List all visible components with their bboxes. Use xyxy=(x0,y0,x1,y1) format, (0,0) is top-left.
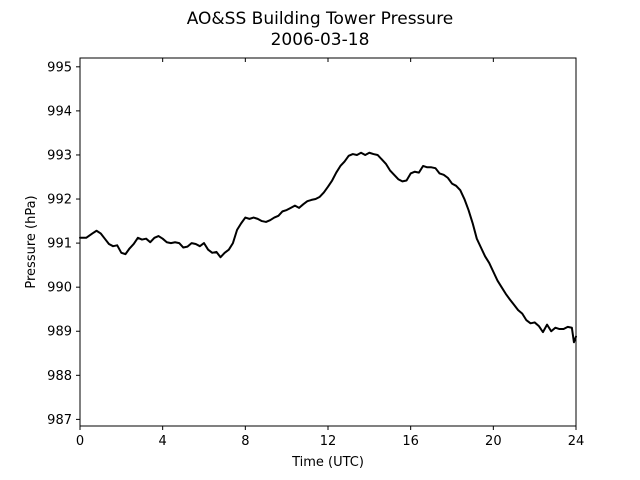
x-tick-label: 4 xyxy=(159,434,167,449)
y-tick-label: 992 xyxy=(47,193,72,208)
data-layer xyxy=(79,151,577,344)
pressure-series-line xyxy=(79,151,577,344)
x-tick-label: 0 xyxy=(76,434,84,449)
x-axis-label: Time (UTC) xyxy=(291,455,364,470)
y-tick-label: 987 xyxy=(47,413,72,428)
x-axis-ticks: 0 4 8 12 16 20 24 xyxy=(76,58,584,449)
x-tick-label: 24 xyxy=(568,434,585,449)
x-tick-label: 16 xyxy=(402,434,419,449)
y-tick-label: 994 xyxy=(47,104,72,119)
y-tick-label: 988 xyxy=(47,369,72,384)
x-tick-label: 20 xyxy=(485,434,502,449)
y-axis-label: Pressure (hPa) xyxy=(24,195,39,288)
x-tick-label: 8 xyxy=(241,434,249,449)
y-tick-label: 989 xyxy=(47,325,72,340)
plot-frame xyxy=(79,57,577,427)
x-tick-label: 12 xyxy=(320,434,337,449)
y-tick-label: 991 xyxy=(47,237,72,252)
chart-subtitle: 2006-03-18 xyxy=(271,30,370,50)
plot-area: 0 4 8 12 16 20 24 987 988 989 990 991 992 993 994 995 xyxy=(47,57,584,449)
y-tick-label: 990 xyxy=(47,281,72,296)
y-axis-ticks: 987 988 989 990 991 992 993 994 995 xyxy=(47,60,80,428)
chart-title: AO&SS Building Tower Pressure xyxy=(187,9,454,29)
y-tick-label: 993 xyxy=(47,148,72,163)
y-tick-label: 995 xyxy=(47,60,72,75)
